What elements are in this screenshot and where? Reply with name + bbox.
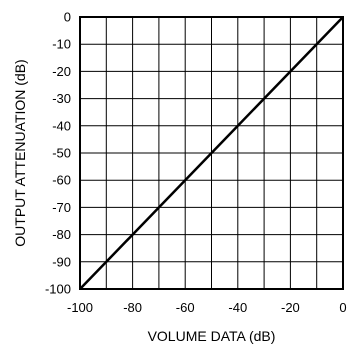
x-tick-label: -20 <box>281 300 300 315</box>
y-tick-label: -40 <box>52 118 71 133</box>
series-line <box>79 16 344 290</box>
y-tick-label: -60 <box>52 173 71 188</box>
x-tick-label: -100 <box>67 300 93 315</box>
x-tick-label: -80 <box>123 300 142 315</box>
x-tick-label: -60 <box>176 300 195 315</box>
y-tick-label: -80 <box>52 227 71 242</box>
y-tick-label: -70 <box>52 200 71 215</box>
x-tick-label: -40 <box>228 300 247 315</box>
y-tick-label: -30 <box>52 91 71 106</box>
series-layer <box>79 16 344 290</box>
x-axis-label: VOLUME DATA (dB) <box>148 328 276 344</box>
y-tick-label: -10 <box>52 37 71 52</box>
x-tick-label: 0 <box>339 300 346 315</box>
y-tick-label: 0 <box>64 10 71 25</box>
y-tick-labels: 0 -10 -20 -30 -40 -50 -60 -70 -80 -90 -100 <box>45 10 71 297</box>
y-tick-label: -90 <box>52 254 71 269</box>
y-tick-label: -50 <box>52 146 71 161</box>
y-tick-label: -20 <box>52 64 71 79</box>
plot-frame <box>79 16 344 290</box>
y-axis-label: OUTPUT ATTENUATION (dB) <box>12 59 28 246</box>
x-tick-labels: -100 -80 -60 -40 -20 0 <box>67 300 347 315</box>
y-tick-label: -100 <box>45 282 71 297</box>
